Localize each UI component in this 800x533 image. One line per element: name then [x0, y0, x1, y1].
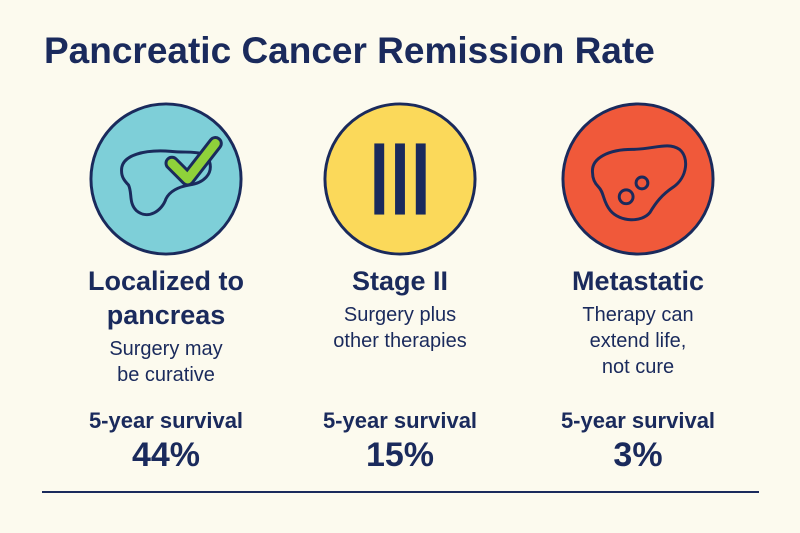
survival-label: 5-year survival [560, 408, 716, 433]
survival-label: 5-year survival [88, 408, 244, 433]
stage-description: Therapy can extend life, not cure [582, 304, 694, 378]
stage-description: Surgery plus other therapies [333, 304, 467, 352]
pancreas-spread-icon [561, 102, 715, 256]
page-title: Pancreatic Cancer Remission Rate [44, 30, 655, 71]
stage-heading: Localized to pancreas [87, 266, 244, 330]
survival-value-stage-two: 15% [365, 436, 435, 474]
bottom-divider [42, 491, 759, 493]
stage-localized-card: Localized to pancreas Surgery may be cur… [46, 100, 286, 388]
roman-numeral-three-icon [323, 102, 477, 256]
pancreas-checkmark-icon [89, 102, 243, 256]
survival-label: 5-year survival [322, 408, 478, 433]
stage-heading: Metastatic [571, 266, 705, 296]
survival-value-metastatic: 3% [613, 436, 663, 474]
stage-metastatic-card: Metastatic Therapy can extend life, not … [518, 100, 758, 380]
stage-two-card: Stage II Surgery plus other therapies [280, 100, 520, 354]
stage-description: Surgery may be curative [109, 338, 223, 386]
stage-heading: Stage II [351, 266, 449, 296]
survival-value-localized: 44% [131, 436, 201, 474]
